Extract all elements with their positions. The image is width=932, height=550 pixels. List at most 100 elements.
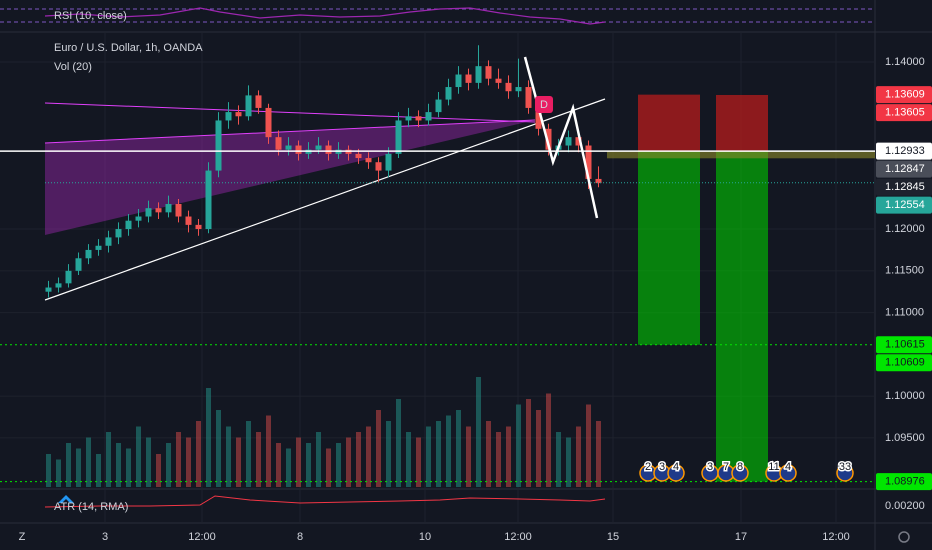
rsi-label: RSI (10, close) (54, 10, 127, 22)
candle-body (495, 78, 502, 83)
target-zone (638, 151, 700, 345)
volume-bar (76, 448, 81, 487)
price-tag (876, 196, 932, 214)
volume-bar (136, 426, 141, 487)
trend-line (44, 119, 536, 144)
candle-body (535, 107, 542, 129)
price-tag-label: 1.12554 (885, 199, 925, 211)
time-tick-label: 12:00 (822, 531, 850, 543)
settings-button[interactable] (898, 531, 910, 543)
candle-body (135, 216, 142, 221)
volume-bar (416, 437, 421, 487)
candle-body (475, 66, 482, 83)
candle-body (235, 112, 242, 117)
volume-bar (456, 410, 461, 487)
candle-body (455, 74, 462, 88)
price-tag (876, 142, 932, 160)
volume-bar (326, 448, 331, 487)
volume-bar (246, 421, 251, 487)
event-count: 7 (723, 461, 729, 473)
volume-bar (166, 443, 171, 487)
candle-body (155, 208, 162, 213)
volume-bar (356, 432, 361, 487)
target-zone (716, 151, 768, 482)
candle-body (315, 145, 322, 150)
volume-bar (496, 432, 501, 487)
event-icon (731, 464, 749, 482)
price-tag-label: 1.08976 (885, 476, 925, 488)
candle-body (285, 145, 292, 150)
volume-bar (126, 448, 131, 487)
trend-line (44, 98, 606, 301)
rsi-line (44, 7, 606, 25)
price-tag (876, 473, 932, 491)
price-tag (876, 336, 932, 354)
candle-body (45, 287, 52, 292)
candle-body (145, 208, 152, 217)
volume-bar (486, 421, 491, 487)
candle-body (325, 145, 332, 154)
volume-bar (526, 399, 531, 487)
volume-bar (226, 426, 231, 487)
candle-body (165, 203, 172, 213)
price-tick-label: 1.11500 (885, 265, 924, 277)
candle-body (405, 116, 412, 121)
symbol-title: Euro / U.S. Dollar, 1h, OANDA (54, 42, 203, 54)
volume-bar (506, 426, 511, 487)
volume-bar (206, 388, 211, 487)
price-tag-label: 1.13605 (885, 107, 925, 119)
atr-tick-label: 0.00200 (885, 500, 925, 512)
volume-bar (546, 393, 551, 487)
volume-bar (556, 432, 561, 487)
pattern-marker-label: D (540, 99, 548, 111)
volume-bar (366, 426, 371, 487)
volume-bar (216, 410, 221, 487)
time-tick-label: 8 (297, 531, 303, 543)
volume-bar (66, 443, 71, 487)
candle-body (545, 128, 552, 150)
volume-bar (396, 399, 401, 487)
time-tick-label: 10 (419, 531, 431, 543)
candle-body (375, 162, 382, 171)
candle-body (385, 153, 392, 171)
volume-bar (476, 377, 481, 487)
price-tag (876, 86, 932, 104)
volume-bar (196, 421, 201, 487)
volume-label: Vol (20) (54, 61, 92, 73)
toolbar-button[interactable]: Z (19, 531, 26, 543)
volume-bar (566, 437, 571, 487)
candle-body (95, 245, 102, 250)
candle-body (505, 82, 512, 92)
candle-body (265, 107, 272, 138)
candle-body (595, 178, 602, 184)
candle-body (85, 249, 92, 259)
candle-body (185, 216, 192, 225)
volume-bar (446, 415, 451, 487)
volume-bar (286, 448, 291, 487)
atr-label: ATR (14, RMA) (54, 501, 128, 513)
candle-body (115, 229, 122, 238)
candle-body (245, 95, 252, 117)
event-icon (836, 464, 854, 482)
volume-bar (256, 432, 261, 487)
candle-body (585, 145, 592, 179)
event-count: 3 (659, 461, 665, 473)
event-count: 2 (645, 461, 651, 473)
entry-zone (607, 151, 875, 159)
time-tick-label: 15 (607, 531, 619, 543)
volume-bar (586, 404, 591, 487)
indicator-icon (58, 495, 74, 503)
event-icon (667, 464, 685, 482)
volume-bar (406, 432, 411, 487)
volume-bar (436, 421, 441, 487)
event-icon (779, 464, 797, 482)
price-tick-label: 1.11000 (885, 306, 924, 318)
time-tick-label: 12:00 (504, 531, 532, 543)
price-tick-label: 1.14000 (885, 56, 925, 68)
event-count: 11 (768, 461, 779, 473)
candle-body (175, 203, 182, 217)
volume-bar (336, 443, 341, 487)
volume-bar (176, 432, 181, 487)
candle-body (275, 137, 282, 150)
